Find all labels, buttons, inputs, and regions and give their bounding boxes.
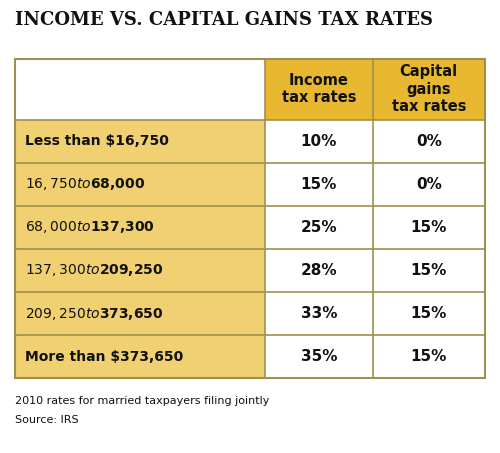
Text: 10%: 10% [300, 134, 337, 149]
Bar [265, 249, 372, 292]
Text: 25%: 25% [300, 220, 337, 235]
Text: 15%: 15% [410, 306, 447, 321]
Text: 15%: 15% [410, 220, 447, 235]
Text: $16,750 to $68,000: $16,750 to $68,000 [25, 176, 145, 192]
Text: 0%: 0% [416, 177, 442, 192]
Text: 28%: 28% [300, 263, 337, 278]
Bar [265, 335, 372, 378]
Text: 33%: 33% [300, 306, 337, 321]
Bar [372, 163, 485, 206]
Text: $209,250 to $373,650: $209,250 to $373,650 [25, 306, 164, 322]
Text: Capital
gains
tax rates: Capital gains tax rates [392, 64, 466, 114]
Bar [15, 163, 265, 206]
Text: 15%: 15% [410, 349, 447, 364]
Bar [265, 59, 372, 120]
Text: $137,300 to $209,250: $137,300 to $209,250 [25, 262, 164, 279]
Text: $68,000 to $137,300: $68,000 to $137,300 [25, 219, 154, 236]
Bar [15, 249, 265, 292]
Bar [15, 120, 265, 163]
Text: 2010 rates for married taxpayers filing jointly: 2010 rates for married taxpayers filing … [15, 396, 270, 406]
Text: INCOME VS. CAPITAL GAINS TAX RATES: INCOME VS. CAPITAL GAINS TAX RATES [15, 11, 433, 29]
Text: More than $373,650: More than $373,650 [25, 350, 183, 364]
Bar [372, 335, 485, 378]
Bar [372, 249, 485, 292]
Bar [372, 292, 485, 335]
Text: Less than $16,750: Less than $16,750 [25, 134, 169, 148]
Bar [15, 206, 265, 249]
Bar [15, 335, 265, 378]
Bar [372, 59, 485, 120]
Text: 0%: 0% [416, 134, 442, 149]
Text: Income
tax rates: Income tax rates [282, 73, 356, 106]
Text: 15%: 15% [300, 177, 337, 192]
Bar [15, 292, 265, 335]
Bar [265, 120, 372, 163]
Bar [15, 59, 265, 120]
Bar [15, 59, 485, 378]
Bar [372, 206, 485, 249]
Text: Source: IRS: Source: IRS [15, 415, 78, 425]
Bar [372, 120, 485, 163]
Text: 35%: 35% [300, 349, 337, 364]
Bar [265, 292, 372, 335]
Text: 15%: 15% [410, 263, 447, 278]
Bar [265, 163, 372, 206]
Bar [265, 206, 372, 249]
